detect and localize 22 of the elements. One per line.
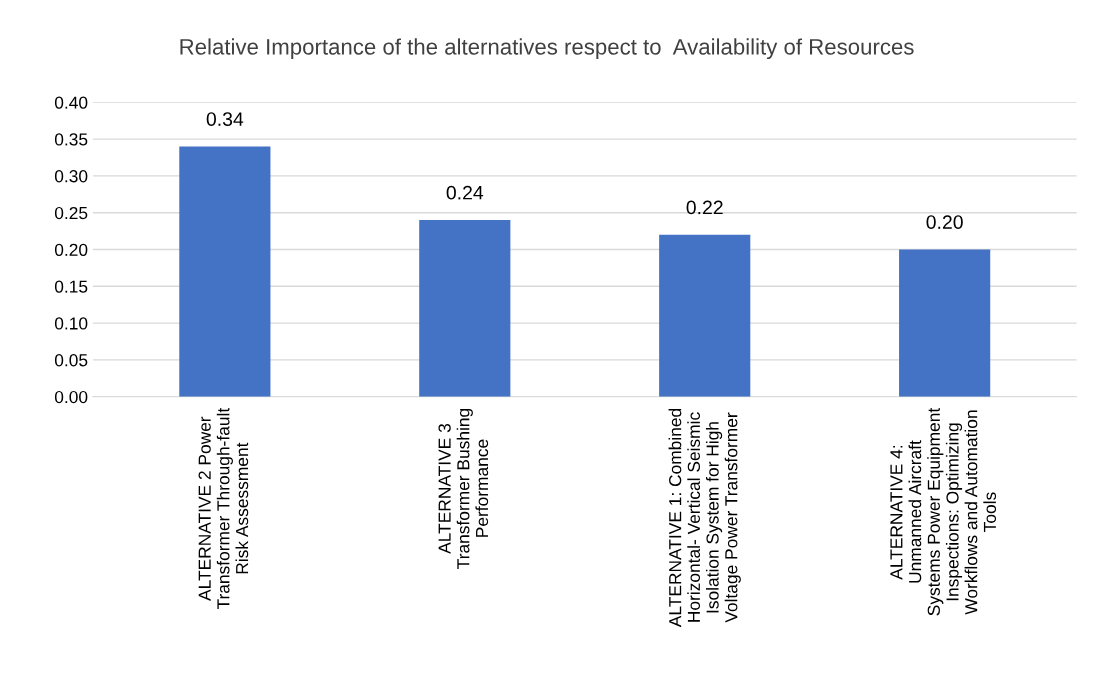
data-label: 0.22 — [686, 200, 723, 215]
chart-title: Relative Importance of the alternatives respect to Availability of Resources — [180, 38, 914, 60]
x-tick-label: ALTERNATIVE 4: Unmanned Aircraft Systems Power Equipment Inspections: Optimizing Workflows and Automation Tools — [890, 407, 997, 616]
y-tick-label: 0.25 — [54, 206, 88, 220]
bar — [179, 146, 271, 397]
bar — [899, 249, 991, 397]
y-tick-label: 0.05 — [54, 354, 88, 367]
x-tick-label: ALTERNATIVE 2 Power Transformer Through-fault Risk Assessment — [198, 407, 249, 610]
data-label: 0.20 — [926, 215, 963, 230]
y-tick-label: 0.10 — [54, 317, 88, 330]
x-tick-label: ALTERNATIVE 1: Combined Horizontal- Vertical Seismic Isolation System for High Voltage Power Transformer — [668, 408, 741, 628]
bar — [419, 220, 511, 397]
y-tick-label: 0.40 — [54, 96, 88, 109]
bar — [659, 234, 751, 397]
y-tick-label: 0.35 — [54, 133, 88, 146]
y-tick-label: 0.00 — [54, 390, 88, 404]
y-tick-label: 0.15 — [54, 280, 88, 293]
y-tick-label: 0.20 — [54, 243, 88, 256]
data-label: 0.24 — [446, 185, 484, 200]
x-tick-label: ALTERNATIVE 3 Transformer Bushing Performance — [438, 408, 489, 569]
y-tick-label: 0.30 — [54, 170, 88, 183]
data-label: 0.34 — [206, 112, 244, 126]
